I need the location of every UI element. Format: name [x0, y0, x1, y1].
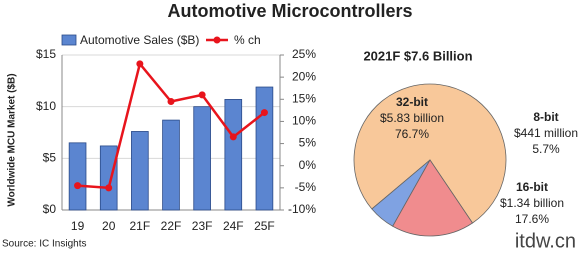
y-axis-label: Worldwide MCU Market ($B)	[7, 73, 18, 206]
legend-swatch	[61, 34, 77, 46]
y2-tick-label: 0%	[299, 158, 317, 172]
legend-marker	[213, 36, 221, 44]
y2-tick-label: 5%	[299, 136, 317, 150]
y-tick-label: $10	[36, 99, 56, 113]
watermark: itdw.cn	[515, 230, 576, 252]
pie-slice	[353, 83, 507, 224]
line-marker	[136, 60, 144, 68]
pie-label-name: 16-bit	[516, 180, 548, 194]
bar	[193, 106, 211, 211]
pie-title: 2021F $7.6 Billion	[363, 48, 472, 63]
pie-slice	[392, 159, 474, 237]
pie-label-value: 17.6%	[515, 212, 549, 226]
y2-tick-label: 15%	[292, 91, 316, 105]
line-marker	[167, 98, 175, 105]
bar	[255, 86, 274, 211]
x-tick-label: 21F	[130, 219, 151, 233]
line-marker	[74, 182, 82, 190]
y-tick-label: $5	[43, 151, 57, 165]
y-tick-label: $15	[36, 47, 56, 61]
x-tick-label: 25F	[254, 219, 275, 233]
line-marker	[198, 91, 206, 99]
x-tick-label: 23F	[192, 219, 213, 233]
pie-label-amount: $5.83 billion	[380, 111, 444, 125]
legend-label: % ch	[234, 33, 261, 47]
source: Source: IC Insights	[2, 239, 86, 250]
pie-label-name: 32-bit	[396, 95, 428, 109]
x-tick-label: 22F	[161, 219, 182, 233]
pie-label-value: 76.7%	[395, 127, 429, 141]
pie-label-name: 8-bit	[533, 110, 558, 124]
x-tick-label: 19	[71, 219, 85, 233]
line-marker	[260, 109, 268, 117]
bar	[224, 99, 243, 211]
legend-label: Automotive Sales ($B)	[80, 33, 199, 47]
y2-tick-label: 10%	[292, 114, 316, 128]
line-marker	[105, 184, 113, 192]
bar	[162, 119, 180, 211]
pie-label-value: 5.7%	[532, 142, 560, 156]
bar	[131, 131, 149, 211]
bar	[99, 145, 118, 211]
line-marker	[229, 133, 237, 141]
pie-label-amount: $441 million	[514, 126, 578, 140]
pie-label-amount: $1.34 billion	[500, 196, 564, 210]
chart-title: Automotive Microcontrollers	[167, 1, 412, 21]
y2-tick-label: -10%	[288, 202, 316, 216]
x-tick-label: 24F	[223, 219, 244, 233]
y2-tick-label: 20%	[292, 69, 316, 83]
y2-tick-label: 25%	[292, 47, 316, 61]
bar	[68, 142, 87, 211]
y2-tick-label: -5%	[295, 180, 317, 194]
y-tick-label: $0	[43, 202, 57, 216]
x-tick-label: 20	[102, 219, 116, 233]
